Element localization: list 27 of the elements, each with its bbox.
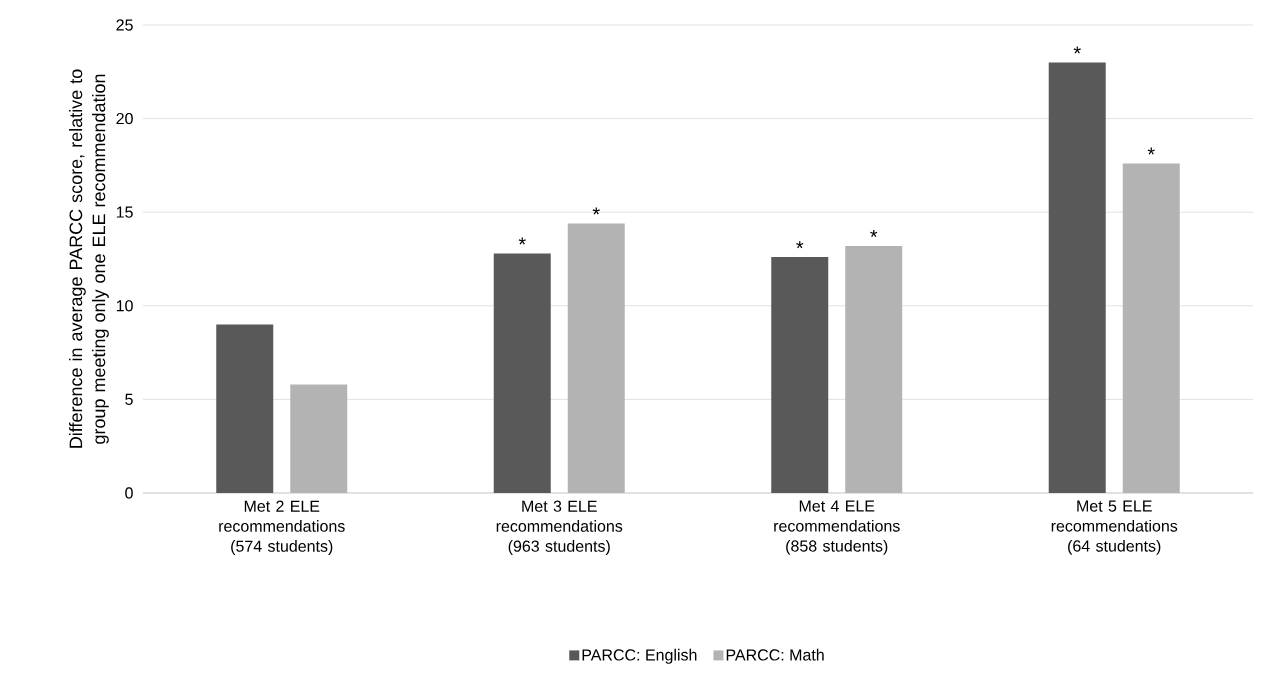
legend-label: PARCC: Math	[726, 648, 824, 661]
y-tick-label: 15	[116, 206, 133, 218]
data-label: *	[1073, 46, 1081, 54]
x-tick-label: Met 3 ELE recommendations (963 students)	[496, 500, 623, 555]
bar	[567, 223, 625, 493]
bar	[1122, 163, 1180, 493]
y-axis-title: Difference in average PARCC score, relative to group meeting only one ELE recommendation	[69, 69, 109, 448]
y-tick-label: 0	[125, 487, 133, 499]
y-tick-label: 10	[116, 300, 133, 312]
bar	[290, 384, 348, 493]
bar	[771, 257, 829, 493]
x-tick-label: Met 2 ELE recommendations (574 students)	[219, 500, 345, 555]
data-label: *	[796, 241, 804, 249]
data-label: *	[870, 229, 878, 237]
x-tick-label: Met 4 ELE recommendations (858 students)	[774, 500, 900, 555]
x-tick-label: Met 5 ELE recommendations (64 students)	[1051, 500, 1178, 555]
data-label: *	[518, 237, 526, 245]
bar	[845, 245, 903, 493]
y-tick-label: 5	[125, 393, 133, 405]
data-label: *	[592, 207, 600, 215]
y-tick-label: 25	[116, 19, 133, 31]
bar	[1048, 62, 1106, 493]
legend-label: PARCC: English	[582, 648, 697, 664]
data-label: *	[1147, 147, 1155, 155]
bar	[493, 253, 551, 493]
bar	[216, 324, 274, 493]
y-tick-label: 20	[116, 112, 133, 125]
